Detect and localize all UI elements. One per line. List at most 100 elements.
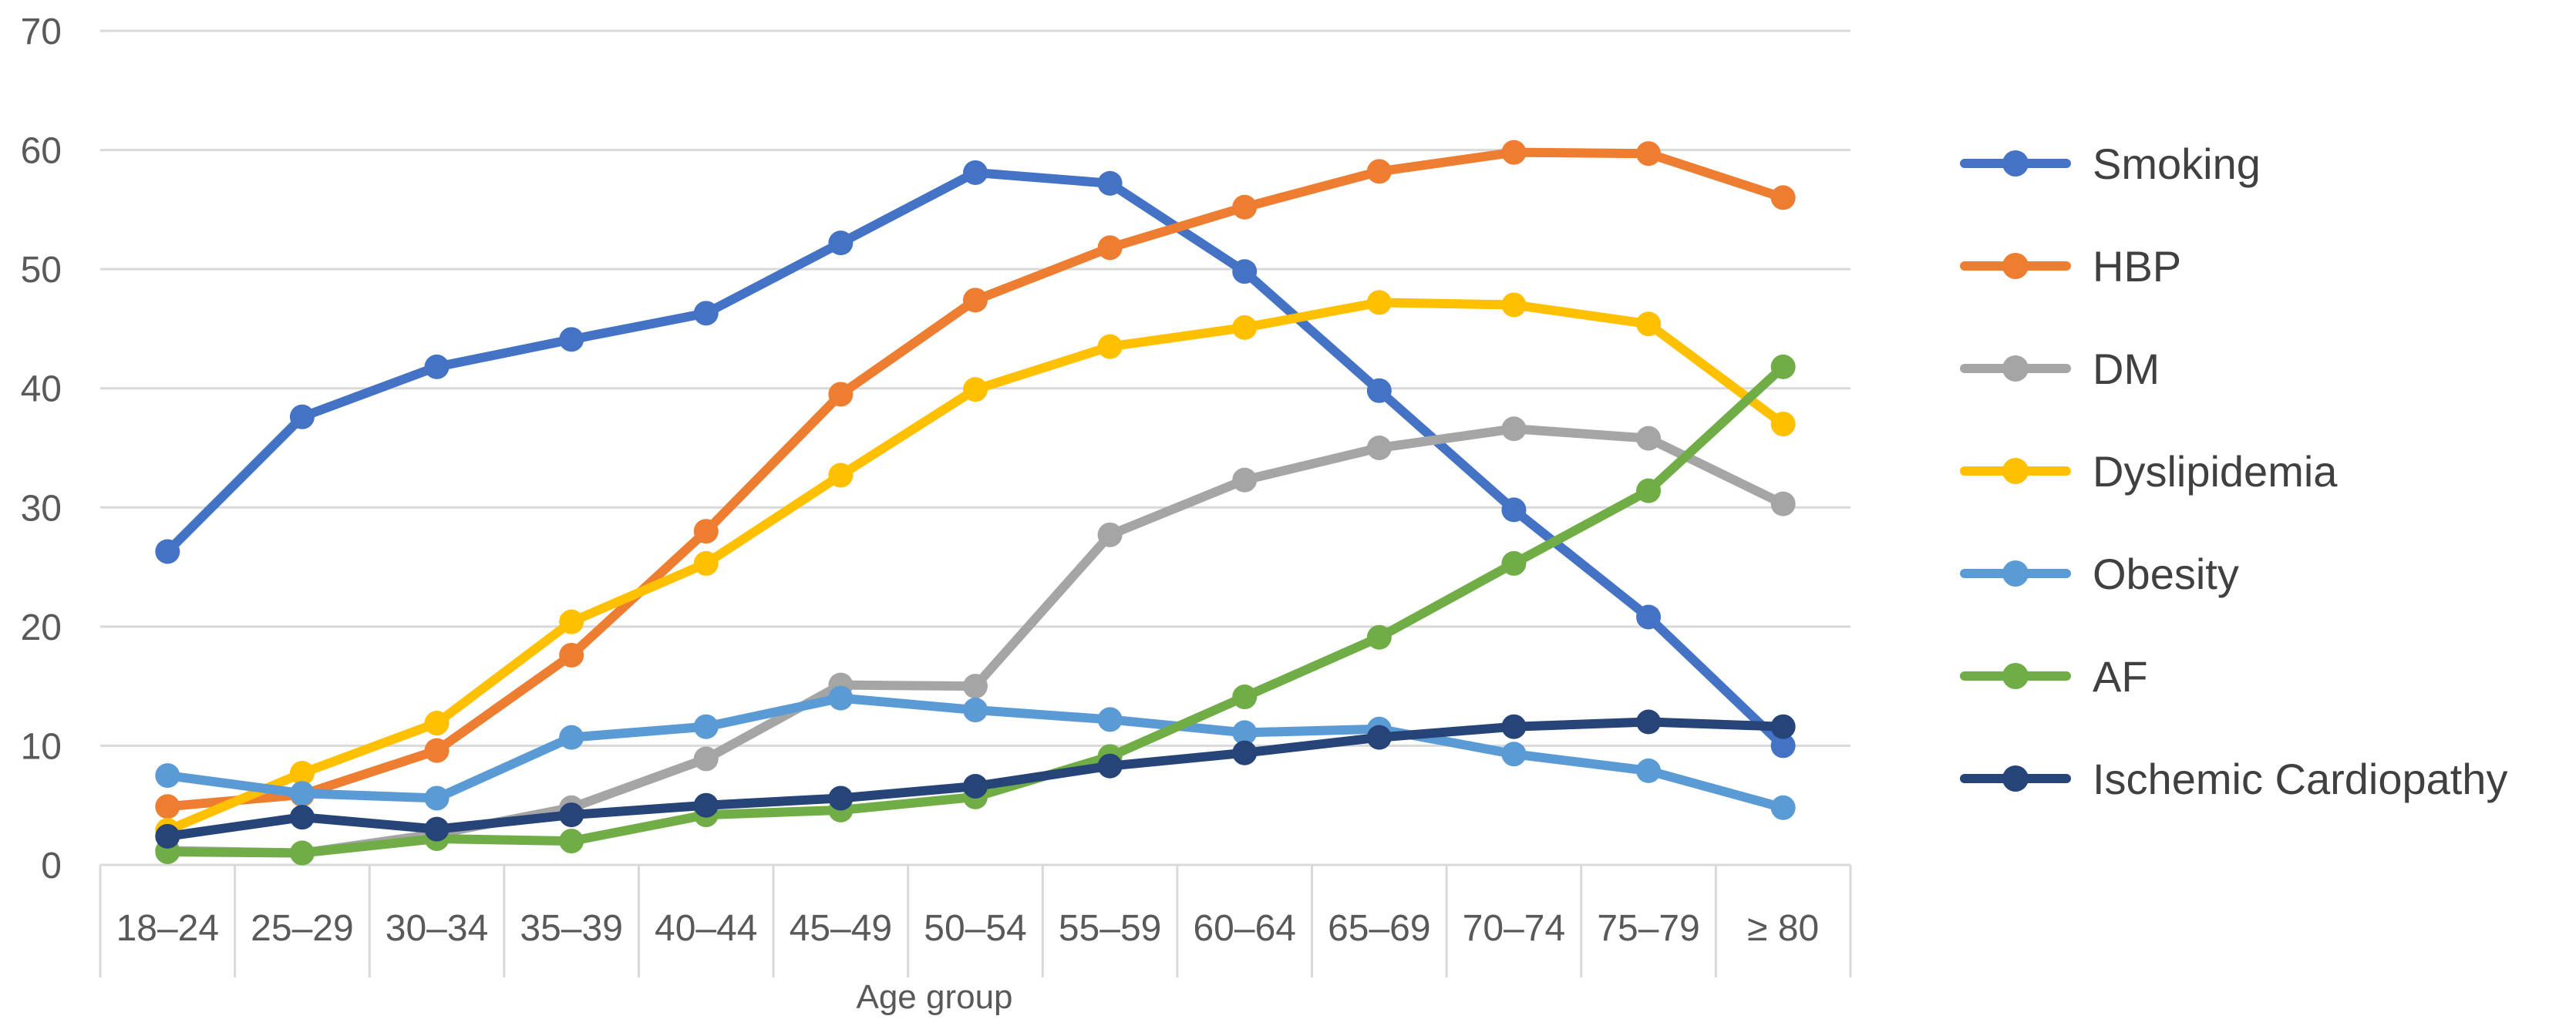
data-point — [1232, 259, 1258, 284]
data-point — [963, 288, 988, 313]
data-point — [1232, 685, 1258, 710]
x-tick-label: 35–39 — [520, 908, 622, 949]
data-point — [963, 160, 988, 185]
data-point — [963, 698, 988, 723]
data-point — [559, 327, 584, 352]
legend-swatch-marker — [2002, 253, 2029, 279]
x-tick-label: 30–34 — [386, 908, 488, 949]
y-tick-label: 20 — [21, 607, 62, 648]
data-point — [559, 642, 584, 668]
data-point — [1770, 491, 1796, 516]
data-point — [963, 773, 988, 799]
legend-swatch-marker — [2002, 560, 2029, 587]
legend-label: Obesity — [2093, 550, 2239, 598]
data-point — [424, 711, 450, 736]
data-point — [1232, 740, 1258, 765]
data-point — [289, 760, 315, 785]
data-point — [1097, 753, 1123, 779]
legend-label: Dyslipidemia — [2093, 447, 2338, 496]
data-point — [1636, 478, 1662, 503]
data-point — [1232, 194, 1258, 220]
series-smoking — [155, 160, 1796, 759]
data-point — [1097, 235, 1123, 261]
legend-swatch-marker — [2002, 765, 2029, 792]
data-point — [424, 816, 450, 842]
legend-swatch-marker — [2002, 150, 2029, 177]
data-point — [1770, 354, 1796, 379]
data-point — [289, 805, 315, 830]
x-tick-label: 65–69 — [1328, 908, 1430, 949]
data-point — [1770, 795, 1796, 820]
legend-item: Dyslipidemia — [1960, 447, 2338, 496]
data-point — [1636, 141, 1662, 167]
x-tick-label: 25–29 — [251, 908, 353, 949]
data-point — [693, 550, 719, 576]
y-tick-label: 70 — [21, 12, 62, 52]
x-tick-label: 50–54 — [924, 908, 1026, 949]
data-point — [1636, 604, 1662, 630]
data-point — [693, 714, 719, 739]
legend-item: AF — [1960, 652, 2148, 701]
legend-label: DM — [2093, 345, 2160, 393]
data-point — [559, 609, 584, 634]
legend-item: Smoking — [1960, 140, 2261, 188]
data-point — [828, 785, 854, 811]
data-point — [828, 463, 854, 488]
data-point — [1097, 170, 1123, 196]
data-point — [693, 746, 719, 772]
legend-item: Ischemic Cardiopathy — [1960, 755, 2507, 803]
data-point — [1232, 720, 1258, 745]
data-point — [1636, 709, 1662, 735]
data-point — [289, 840, 315, 866]
data-point — [828, 382, 854, 407]
data-point — [1636, 758, 1662, 783]
data-point — [424, 785, 450, 811]
data-point — [1232, 467, 1258, 493]
data-point — [155, 539, 180, 564]
data-point — [1501, 416, 1527, 442]
data-point — [155, 794, 180, 819]
data-point — [1366, 624, 1392, 650]
data-point — [1770, 733, 1796, 759]
legend-label: Ischemic Cardiopathy — [2093, 755, 2507, 803]
data-point — [693, 792, 719, 818]
data-point — [1501, 497, 1527, 523]
data-point — [1770, 412, 1796, 437]
data-point — [1366, 725, 1392, 750]
data-point — [424, 738, 450, 763]
data-point — [559, 802, 584, 828]
legend-label: HBP — [2093, 242, 2181, 291]
data-point — [1232, 315, 1258, 340]
y-tick-label: 0 — [41, 846, 62, 886]
data-point — [1501, 742, 1527, 767]
data-point — [693, 301, 719, 326]
data-point — [1501, 292, 1527, 318]
x-axis-ticks: 18–24 25–29 30–34 35–39 40–44 45–49 50–54 55–59… — [116, 908, 1820, 949]
data-point — [963, 674, 988, 699]
data-point — [289, 404, 315, 429]
x-tick-label: 45–49 — [790, 908, 892, 949]
y-tick-label: 10 — [21, 726, 62, 767]
legend-swatch-marker — [2002, 355, 2029, 382]
data-point — [1636, 311, 1662, 337]
series-line — [163, 167, 1788, 751]
legend-swatch-marker — [2002, 458, 2029, 484]
data-point — [693, 519, 719, 544]
x-tick-label: 55–59 — [1059, 908, 1161, 949]
y-tick-label: 40 — [21, 369, 62, 410]
data-point — [1097, 334, 1123, 359]
data-point — [289, 781, 315, 806]
data-point — [1097, 522, 1123, 547]
y-axis-ticks: 0 10 20 30 40 50 60 70 — [21, 12, 62, 886]
x-tick-label: 18–24 — [116, 908, 219, 949]
series-hbp — [155, 140, 1796, 819]
data-point — [1501, 140, 1527, 165]
series-obesity — [155, 685, 1796, 820]
data-point — [1770, 185, 1796, 210]
legend: Smoking HBP DM Dyslipidemia Obesity AF Ischemi… — [1960, 140, 2507, 803]
data-point — [1366, 290, 1392, 315]
y-tick-label: 30 — [21, 488, 62, 529]
series-lines — [155, 140, 1796, 866]
